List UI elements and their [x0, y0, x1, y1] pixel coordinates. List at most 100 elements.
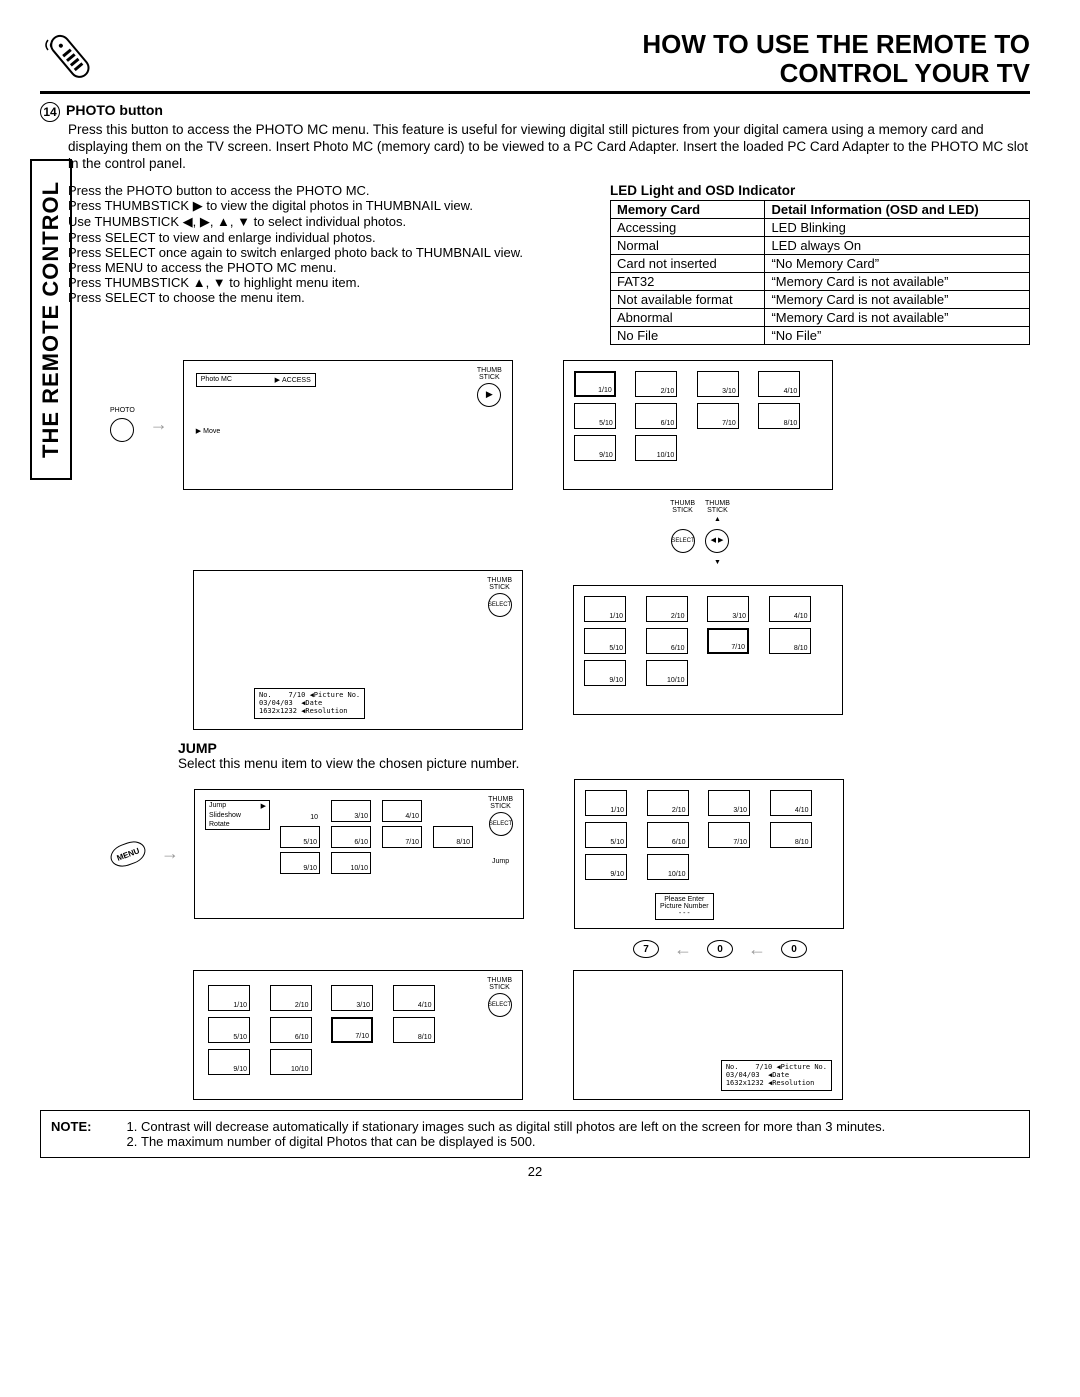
g2-4: 4/10 — [769, 596, 811, 622]
instr-5: Press MENU to access the PHOTO MC menu. — [68, 260, 590, 275]
access-text: ACCESS — [282, 377, 311, 384]
g5-9: 9/10 — [208, 1049, 250, 1075]
g5-7: 7/10 — [331, 1017, 373, 1043]
thumbstick-4way: ◀ ▶ — [705, 529, 729, 553]
g3-8: 8/10 — [433, 826, 473, 848]
g2-5: 5/10 — [584, 628, 626, 654]
g4-6: 6/10 — [647, 822, 689, 848]
diagram-row-3: MENU → Jump▶ Slideshow Rotate 10 3/10 4/… — [110, 779, 1030, 929]
slideshow-item: Slideshow — [206, 811, 269, 820]
photo-button-para: Press this button to access the PHOTO MC… — [68, 122, 1030, 173]
select-btn-3: SELECT — [489, 812, 513, 836]
instr-0: Press the PHOTO button to access the PHO… — [68, 183, 590, 198]
move-text: Move — [203, 428, 220, 435]
g2-7: 7/10 — [707, 628, 749, 654]
osd-r1c0: Normal — [611, 236, 765, 254]
arrow-t1: ← — [674, 939, 692, 960]
diagram-row-2: THUMB STICK SELECT No. 7/10 ◀Picture No.… — [110, 570, 1030, 730]
g2-6: 6/10 — [646, 628, 688, 654]
g4-3: 3/10 — [708, 790, 750, 816]
photo-label: PHOTO — [110, 407, 135, 414]
g4-4: 4/10 — [770, 790, 812, 816]
jump-text: Select this menu item to view the chosen… — [178, 756, 1030, 771]
osd-table: Memory Card Detail Information (OSD and … — [610, 200, 1030, 345]
osd-r6c0: No File — [611, 326, 765, 344]
select-btn-2: SELECT — [488, 593, 512, 617]
g2-3: 3/10 — [707, 596, 749, 622]
cell-8: 8/10 — [758, 403, 800, 429]
number-trail: 7 ← 0 ← 0 — [410, 939, 1030, 960]
info-block-1: No. 7/10 ◀Picture No. 03/04/03 ◀Date 163… — [254, 688, 365, 719]
section-14-heading: 14 PHOTO button — [40, 102, 1030, 122]
thumbstick-label-5: THUMB STICK — [487, 977, 512, 991]
g5-6: 6/10 — [270, 1017, 312, 1043]
g5-2: 2/10 — [270, 985, 312, 1011]
osd-r1c1: LED always On — [765, 236, 1030, 254]
osd-r2c1: “No Memory Card” — [765, 254, 1030, 272]
panel-grid-2: 1/10 2/10 3/10 4/10 5/10 6/10 7/10 8/10 … — [573, 585, 843, 715]
note-2: The maximum number of digital Photos tha… — [141, 1134, 885, 1149]
jump-heading: JUMP — [178, 740, 1030, 756]
menu-button-icon: MENU — [107, 837, 148, 870]
thumbstick-label-3: THUMB STICK — [487, 577, 512, 591]
diagram-row-1: PHOTO → Photo MC ACCESS Move THUMB STICK… — [110, 360, 1030, 490]
g2-1: 1/10 — [584, 596, 626, 622]
panel-photomc: Photo MC ACCESS Move THUMB STICK ▶ — [183, 360, 513, 490]
g3-5: 5/10 — [280, 826, 320, 848]
osd-r5c0: Abnormal — [611, 308, 765, 326]
cell-4: 4/10 — [758, 371, 800, 397]
g2-8: 8/10 — [769, 628, 811, 654]
enter-prompt: Please Enter Picture Number - - - — [655, 893, 714, 920]
instr-3: Press SELECT to view and enlarge individ… — [68, 230, 590, 245]
g5-8: 8/10 — [393, 1017, 435, 1043]
arrow-icon-3: → — [161, 843, 179, 864]
sidebar-tab: THE REMOTE CONTROL — [30, 159, 72, 480]
g5-3: 3/10 — [331, 985, 373, 1011]
cell-6: 6/10 — [635, 403, 677, 429]
osd-r4c0: Not available format — [611, 290, 765, 308]
g3-6: 6/10 — [331, 826, 371, 848]
cell-7: 7/10 — [697, 403, 739, 429]
g3-10: 10/10 — [331, 852, 371, 874]
cell-2: 2/10 — [635, 371, 677, 397]
g5-5: 5/10 — [208, 1017, 250, 1043]
osd-col2: Detail Information (OSD and LED) — [765, 200, 1030, 218]
g4-2: 2/10 — [647, 790, 689, 816]
jump-item: Jump — [209, 802, 226, 810]
page-number: 22 — [40, 1164, 1030, 1179]
g4-7: 7/10 — [708, 822, 750, 848]
arrow-icon: → — [150, 414, 168, 435]
trail-0b: 0 — [781, 940, 807, 958]
g3-3: 3/10 — [331, 800, 371, 822]
photo-button-heading: PHOTO button — [66, 102, 163, 118]
thumbstick-label-1: THUMB STICK — [477, 367, 502, 381]
g4-10: 10/10 — [647, 854, 689, 880]
osd-r4c1: “Memory Card is not available” — [765, 290, 1030, 308]
title-rule — [40, 91, 1030, 94]
remote-icon — [40, 30, 100, 80]
g3-7: 7/10 — [382, 826, 422, 848]
osd-r2c0: Card not inserted — [611, 254, 765, 272]
panel-final-right: No. 7/10 ◀Picture No. 03/04/03 ◀Date 163… — [573, 970, 843, 1100]
osd-r3c0: FAT32 — [611, 272, 765, 290]
panel-grid-final-left: 1/10 2/10 3/10 4/10 5/10 6/10 7/10 8/10 … — [193, 970, 523, 1100]
select-btn-4: SELECT — [488, 993, 512, 1017]
osd-table-caption: LED Light and OSD Indicator — [610, 183, 1030, 198]
cell-3: 3/10 — [697, 371, 739, 397]
title-line-2: CONTROL YOUR TV — [642, 59, 1030, 88]
osd-r5c1: “Memory Card is not available” — [765, 308, 1030, 326]
page-title: HOW TO USE THE REMOTE TO CONTROL YOUR TV — [642, 30, 1030, 87]
instr-7: Press SELECT to choose the menu item. — [68, 290, 590, 305]
g2-10: 10/10 — [646, 660, 688, 686]
osd-table-column: LED Light and OSD Indicator Memory Card … — [610, 183, 1030, 345]
photomc-text: Photo MC — [201, 376, 232, 384]
instr-1: Press THUMBSTICK ▶ to view the digital p… — [68, 198, 590, 214]
title-line-1: HOW TO USE THE REMOTE TO — [642, 30, 1030, 59]
jump-sublabel: Jump — [492, 858, 509, 865]
thumbstick-icon-1: ▶ — [477, 383, 501, 407]
panel-grid-1: 1/10 2/10 3/10 4/10 5/10 6/10 7/10 8/10 … — [563, 360, 833, 490]
instr-6: Press THUMBSTICK ▲, ▼ to highlight menu … — [68, 275, 590, 290]
g4-1: 1/10 — [585, 790, 627, 816]
instr-4: Press SELECT once again to switch enlarg… — [68, 245, 590, 260]
page-header: HOW TO USE THE REMOTE TO CONTROL YOUR TV — [40, 30, 1030, 87]
